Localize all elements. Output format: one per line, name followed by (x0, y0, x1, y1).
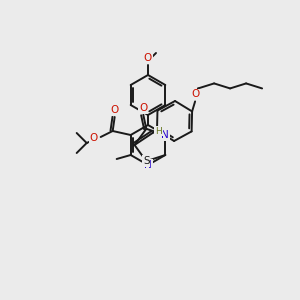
Text: O: O (139, 103, 147, 113)
Text: N: N (161, 130, 169, 140)
Text: O: O (90, 133, 98, 143)
Text: O: O (111, 105, 119, 115)
Text: O: O (144, 53, 152, 63)
Text: O: O (191, 89, 199, 99)
Text: S: S (143, 156, 150, 166)
Text: H: H (155, 127, 162, 136)
Text: N: N (144, 160, 152, 170)
